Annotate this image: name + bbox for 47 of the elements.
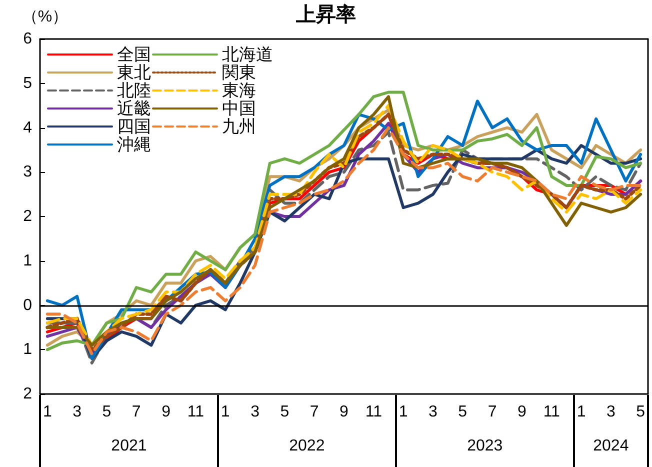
- text: 2021: [111, 438, 147, 454]
- x-tick-label: 3: [428, 404, 438, 420]
- x-tick-label: 11: [365, 404, 382, 420]
- legend-label: 北海道: [222, 45, 273, 64]
- x-tick-label: 5: [280, 404, 290, 420]
- legend-label: 東北: [117, 63, 151, 82]
- x-tick-label: 1: [42, 404, 52, 420]
- legend-label: 北陸: [117, 81, 151, 100]
- legend-label: 全国: [117, 45, 151, 64]
- x-tick-label: 5: [636, 404, 646, 420]
- text: 2024: [593, 438, 629, 454]
- x-tick-label: 3: [250, 404, 260, 420]
- y-tick-label: 5: [23, 74, 32, 92]
- x-tick-label: 11: [187, 404, 204, 420]
- y-tick-label: 3: [23, 164, 32, 181]
- x-tick-label: 5: [102, 404, 112, 420]
- y-tick-label: 0: [23, 296, 32, 314]
- x-tick-label: 9: [518, 404, 526, 420]
- x-tick-label: 7: [488, 404, 497, 420]
- text: 2023: [467, 438, 503, 454]
- legend-label: 近畿: [117, 99, 151, 118]
- legend-label: 沖縄: [117, 135, 151, 154]
- y-tick-label: 4: [23, 119, 32, 136]
- legend-label: 九州: [222, 117, 256, 136]
- legend-label: 東海: [222, 81, 256, 100]
- legend-label: 中国: [222, 99, 256, 118]
- x-tick-label: 1: [576, 404, 586, 420]
- y-tick-label: 2: [23, 208, 32, 225]
- x-tick-label: 1: [220, 404, 230, 420]
- y-axis-title: （%）: [22, 8, 68, 26]
- x-tick-label: 3: [72, 404, 82, 420]
- y-tick-label: 6: [23, 30, 32, 48]
- x-tick-label: 11: [543, 404, 560, 420]
- x-tick-label: 1: [398, 404, 408, 420]
- y-tick-label: 2: [23, 386, 32, 402]
- x-tick-label: 7: [310, 404, 319, 420]
- legend-label: 四国: [117, 117, 151, 136]
- y-tick-label: 1: [23, 341, 32, 358]
- chart-title: 上昇率: [295, 3, 356, 26]
- x-tick-label: 3: [606, 404, 616, 420]
- x-tick-label: 7: [132, 404, 141, 420]
- x-tick-label: 9: [340, 404, 349, 420]
- x-tick-label: 5: [458, 404, 468, 420]
- y-tick-label: 1: [23, 252, 32, 270]
- legend-label: 関東: [222, 63, 256, 82]
- x-tick-label: 9: [162, 404, 171, 420]
- text: 2022: [289, 438, 325, 454]
